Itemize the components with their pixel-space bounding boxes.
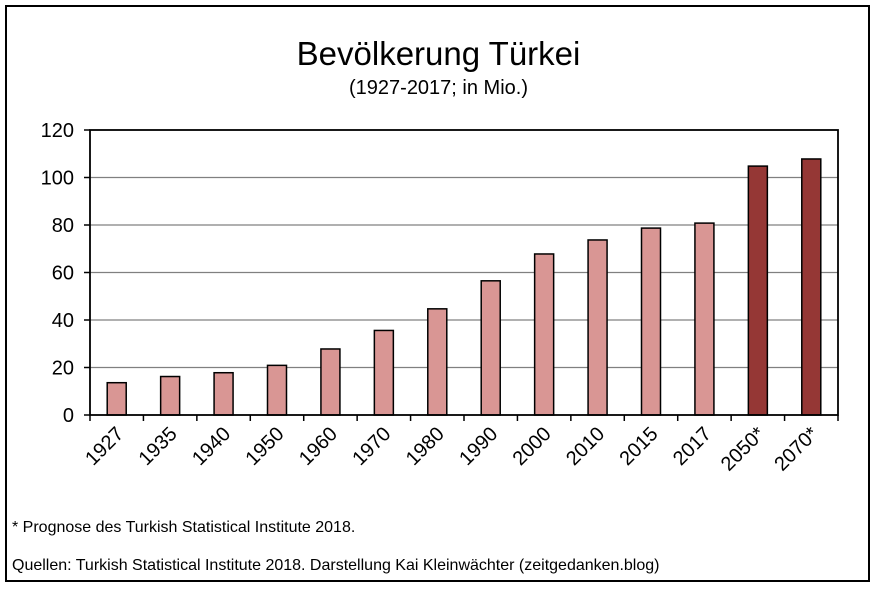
- x-tick-label: 1940: [188, 423, 235, 470]
- x-tick-label: 1990: [455, 423, 502, 470]
- bar-1980: [427, 308, 448, 416]
- bar-2017: [694, 222, 715, 416]
- x-tick-label: 2050*: [717, 423, 770, 476]
- bar-2050-forecast: [747, 165, 769, 416]
- bar-1990: [480, 280, 501, 416]
- chart-title: Bevölkerung Türkei: [296, 35, 581, 72]
- forecast-footnote: * Prognose des Turkish Statistical Insti…: [12, 519, 356, 536]
- x-tick-label: 1980: [402, 423, 449, 470]
- x-tick-label: 1950: [242, 423, 289, 470]
- sources-footnote: Quellen: Turkish Statistical Institute 2…: [12, 557, 660, 574]
- bar-1960: [320, 348, 341, 416]
- bar-2000: [533, 253, 555, 416]
- bar-2070-forecast: [801, 158, 822, 416]
- bar-1940: [213, 371, 234, 416]
- x-tick-label: 1935: [135, 423, 182, 470]
- x-tick-label: 2017: [669, 423, 716, 470]
- chart-frame: [5, 5, 870, 582]
- x-tick-label: 2010: [562, 423, 609, 470]
- bar-1950: [266, 364, 288, 416]
- plot-area-border: [89, 129, 839, 416]
- y-tick-label: 100: [41, 168, 74, 190]
- bar-1927: [106, 381, 127, 416]
- bar-1970: [373, 329, 395, 416]
- x-tick-label: 1927: [81, 423, 128, 470]
- bar-2015: [640, 227, 662, 416]
- y-tick-label: 20: [52, 358, 74, 380]
- y-tick-label: 60: [52, 263, 74, 285]
- x-tick-label: 1970: [348, 423, 395, 470]
- y-tick-label: 0: [63, 405, 74, 427]
- x-tick-label: 2015: [616, 423, 663, 470]
- chart-subtitle: (1927-2017; in Mio.): [349, 77, 528, 99]
- bar-2010: [587, 239, 608, 416]
- bar-1935: [159, 375, 181, 416]
- y-tick-label: 40: [52, 310, 74, 332]
- x-tick-label: 1960: [295, 423, 342, 470]
- y-tick-label: 120: [41, 120, 74, 142]
- x-tick-label: 2070*: [770, 423, 823, 476]
- x-tick-label: 2000: [509, 423, 556, 470]
- y-tick-label: 80: [52, 215, 74, 237]
